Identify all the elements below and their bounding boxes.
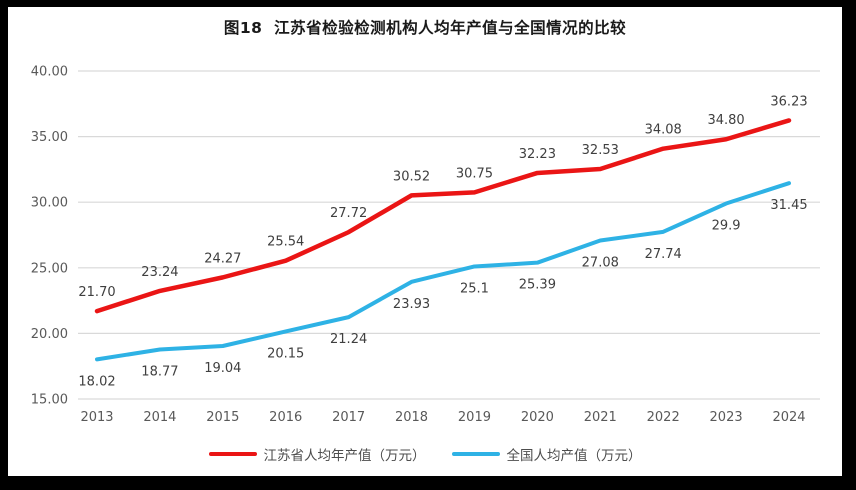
data-label: 21.24 xyxy=(330,332,367,347)
data-label: 20.15 xyxy=(267,346,304,361)
chart-legend: 江苏省人均年产值（万元） 全国人均产值（万元） xyxy=(8,444,842,464)
jiangsu-series-line xyxy=(94,118,792,314)
data-label: 30.75 xyxy=(456,166,493,181)
data-label: 18.77 xyxy=(141,365,178,380)
y-tick-label: 40.00 xyxy=(31,65,68,80)
x-tick-label: 2017 xyxy=(332,410,365,425)
data-label: 24.27 xyxy=(204,251,241,266)
data-label: 21.70 xyxy=(78,285,115,300)
data-label: 32.23 xyxy=(519,147,556,162)
data-label: 25.54 xyxy=(267,235,304,250)
x-tick-label: 2019 xyxy=(458,410,491,425)
data-label: 25.39 xyxy=(519,278,556,293)
data-label: 18.02 xyxy=(78,374,115,389)
x-tick-label: 2022 xyxy=(647,410,680,425)
x-tick-label: 2014 xyxy=(143,410,176,425)
y-tick-label: 35.00 xyxy=(31,130,68,145)
data-label: 30.52 xyxy=(393,169,430,184)
legend-item-jiangsu: 江苏省人均年产值（万元） xyxy=(208,444,426,464)
x-tick-label: 2024 xyxy=(772,410,805,425)
legend-item-national: 全国人均产值（万元） xyxy=(451,444,642,464)
data-label: 32.53 xyxy=(582,143,619,158)
national-legend-label: 全国人均产值（万元） xyxy=(506,448,642,464)
x-tick-label: 2013 xyxy=(80,410,113,425)
data-label: 27.74 xyxy=(645,247,682,262)
x-tick-label: 2018 xyxy=(395,410,428,425)
data-label: 27.72 xyxy=(330,206,367,221)
data-label: 19.04 xyxy=(204,361,241,376)
data-label: 34.80 xyxy=(707,113,744,128)
jiangsu-legend-label: 江苏省人均年产值（万元） xyxy=(263,448,426,464)
x-tick-label: 2015 xyxy=(206,410,239,425)
x-tick-label: 2021 xyxy=(584,410,617,425)
chart-title: 图18 江苏省检验检测机构人均年产值与全国情况的比较 xyxy=(223,19,627,37)
data-label: 36.23 xyxy=(770,94,807,109)
data-label: 25.1 xyxy=(460,281,489,296)
data-label: 29.9 xyxy=(712,219,741,234)
data-label: 27.08 xyxy=(582,256,619,271)
x-tick-label: 2016 xyxy=(269,410,302,425)
data-label: 31.45 xyxy=(770,198,807,213)
y-tick-label: 20.00 xyxy=(31,327,68,342)
line-chart-canvas: 40.00 35.00 30.00 25.00 20.00 15.00 2013 2014 20… xyxy=(31,65,820,425)
y-tick-label: 15.00 xyxy=(31,393,68,408)
national-series-line xyxy=(95,181,791,362)
x-tick-label: 2023 xyxy=(710,410,743,425)
data-label: 34.08 xyxy=(645,123,682,138)
data-label: 23.24 xyxy=(141,265,178,280)
y-tick-label: 30.00 xyxy=(31,196,68,211)
jiangsu-legend-line-icon xyxy=(208,452,257,456)
national-legend-line-icon xyxy=(451,452,500,456)
x-tick-label: 2020 xyxy=(521,410,554,425)
data-label: 23.93 xyxy=(393,297,430,312)
y-tick-label: 25.00 xyxy=(31,261,68,276)
chart-page: 图18 江苏省检验检测机构人均年产值与全国情况的比较 40.00 35.00 30.… xyxy=(8,7,842,476)
